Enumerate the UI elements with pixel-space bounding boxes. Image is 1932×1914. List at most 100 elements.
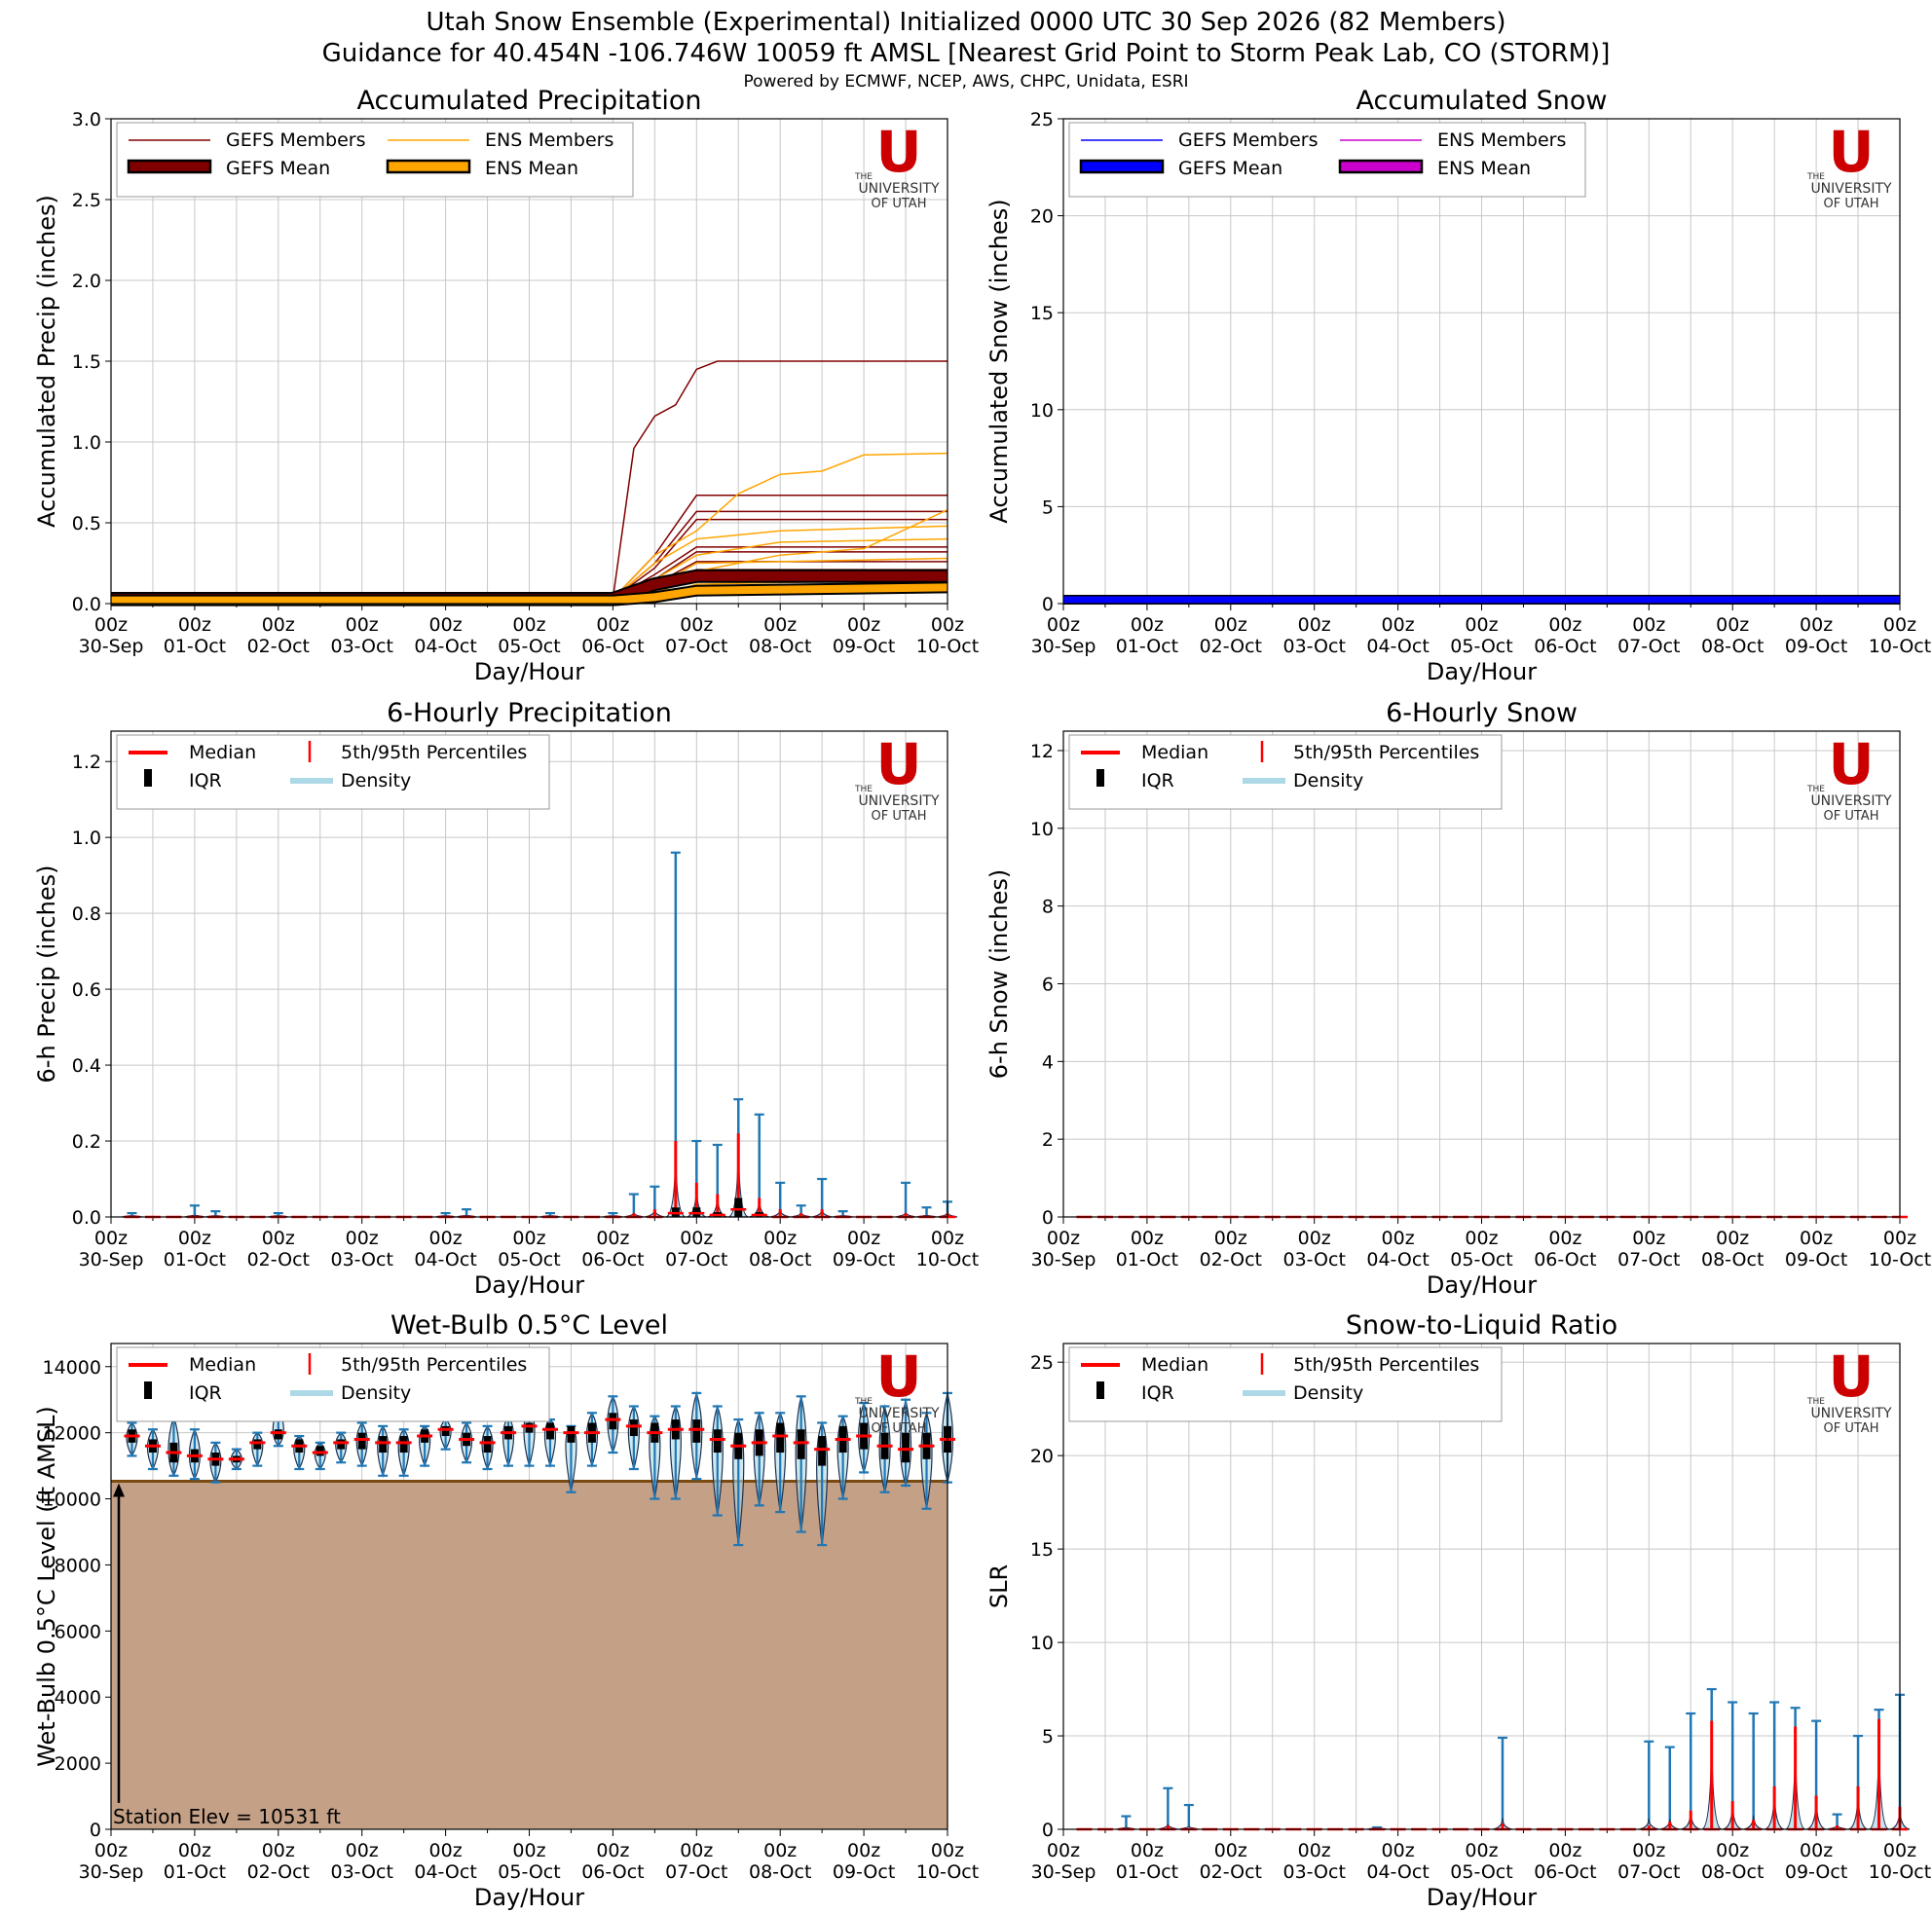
legend-label: 5th/95th Percentiles [341,742,527,763]
x-tick-label-date: 02-Oct [247,636,310,657]
y-tick-label: 5 [1042,1726,1054,1748]
x-tick-label-date: 06-Oct [1534,1861,1596,1883]
y-tick-label: 1.5 [72,351,101,373]
x-tick-label-date: 09-Oct [1785,1249,1847,1270]
y-tick-label: 0.0 [72,1207,101,1229]
x-tick-label-hour: 00z [512,1228,545,1249]
violin-iqr-box [545,1422,554,1440]
x-tick-label-hour: 00z [847,1228,880,1249]
x-tick-label-date: 08-Oct [749,636,811,657]
legend-box [1068,1346,1503,1422]
x-tick-label-date: 04-Oct [1366,1249,1429,1270]
x-tick-label-hour: 00z [1632,1228,1665,1249]
legend-label: 5th/95th Percentiles [1293,742,1479,763]
x-tick-label-hour: 00z [1716,1228,1749,1249]
x-tick-label-hour: 00z [346,614,379,636]
x-tick-label-date: 07-Oct [1617,1861,1680,1883]
legend-label: GEFS Mean [226,158,330,179]
y-tick-label: 12 [1030,741,1054,762]
university-of-utah-logo-mark: U [875,731,921,797]
y-tick-label: 2.0 [72,271,101,292]
y-tick-label: 10000 [43,1490,101,1511]
logo-line-university: UNIVERSITY [1810,181,1892,197]
x-tick-label-hour: 00z [1883,1840,1916,1861]
logo-line-of-utah: OF UTAH [872,809,927,824]
x-tick-label-date: 08-Oct [1701,1249,1764,1270]
x-tick-label-date: 01-Oct [1116,1249,1178,1270]
y-tick-label: 8000 [55,1555,101,1576]
logo-line-of-utah: OF UTAH [872,1421,927,1436]
x-tick-label-date: 04-Oct [1366,636,1429,657]
y-tick-label: 8 [1042,897,1054,918]
x-tick-label-date: 02-Oct [1200,636,1262,657]
x-axis-label: Day/Hour [1427,1271,1537,1299]
violin-iqr-box [483,1436,492,1454]
y-tick-label: 0.8 [72,903,101,925]
legend-label: ENS Members [485,129,613,151]
x-tick-label-hour: 00z [1214,1840,1247,1861]
x-tick-label-hour: 00z [680,614,713,636]
legend-box [116,734,550,810]
y-tick-label: 6 [1042,974,1054,995]
university-of-utah-logo-mark: U [1828,119,1874,185]
x-tick-label-date: 05-Oct [498,1861,560,1883]
y-axis-label: Wet-Bulb 0.5°C Level (ft AMSL) [33,1406,60,1767]
y-tick-label: 0.0 [72,594,101,615]
x-tick-label-date: 10-Oct [916,636,979,657]
x-tick-label-hour: 00z [1131,1840,1164,1861]
logo-line-of-utah: OF UTAH [1824,1421,1879,1436]
y-tick-label: 20 [1030,1446,1054,1467]
y-tick-label: 4 [1042,1051,1054,1073]
panel-six-hr-precip: 00z30-Sep00z01-Oct00z02-Oct00z03-Oct00z0… [33,698,979,1299]
x-tick-label-hour: 00z [1548,1228,1581,1249]
y-tick-label: 0 [90,1820,101,1841]
ens-mean-line [111,583,948,605]
x-tick-label-date: 07-Oct [665,636,727,657]
x-tick-label-date: 07-Oct [665,1861,727,1883]
violin-iqr-box [253,1439,262,1450]
y-tick-label: 10 [1030,1633,1054,1654]
x-tick-label-date: 07-Oct [665,1249,727,1270]
legend-label: GEFS Members [1178,129,1318,151]
x-tick-label-hour: 00z [763,614,797,636]
x-tick-label-hour: 00z [931,614,964,636]
violin-iqr-box [357,1432,366,1450]
logo-line-the: THE [1806,785,1825,794]
x-tick-label-hour: 00z [1298,1228,1331,1249]
y-axis-label: 6-h Snow (inches) [985,869,1013,1079]
x-tick-label-date: 01-Oct [1116,636,1178,657]
legend-label: Density [1293,1382,1363,1404]
x-tick-label-hour: 00z [429,1840,463,1861]
x-tick-label-hour: 00z [1800,1228,1833,1249]
legend-swatch-gefs-mean [1079,159,1165,174]
x-tick-label-date: 06-Oct [1534,636,1596,657]
violin-iqr-box [734,1197,743,1217]
y-tick-label: 25 [1030,109,1054,130]
x-tick-label-date: 02-Oct [1200,1861,1262,1883]
legend-label: Density [1293,770,1363,791]
legend-label: Density [341,1382,411,1404]
y-tick-label: 10 [1030,819,1054,840]
legend-label: GEFS Mean [1178,158,1282,179]
y-tick-label: 15 [1030,303,1054,324]
x-tick-label-date: 08-Oct [1701,636,1764,657]
panels: 00z30-Sep00z01-Oct00z02-Oct00z03-Oct00z0… [33,86,1931,1911]
x-tick-label-hour: 00z [429,1228,463,1249]
y-tick-label: 5 [1042,497,1054,518]
x-axis-label: Day/Hour [474,658,584,685]
x-tick-label-hour: 00z [1298,614,1331,636]
x-tick-label-date: 04-Oct [414,1861,476,1883]
logo-line-university: UNIVERSITY [858,181,940,197]
x-tick-label-hour: 00z [1632,1840,1665,1861]
x-tick-label-hour: 00z [931,1840,964,1861]
x-tick-label-hour: 00z [931,1228,964,1249]
x-tick-label-date: 09-Oct [833,1861,895,1883]
station-arrow-head [113,1483,125,1497]
gefs-member-line [111,360,947,600]
x-tick-label-date: 03-Oct [1282,636,1345,657]
x-tick-label-date: 04-Oct [1366,1861,1429,1883]
x-tick-label-date: 02-Oct [247,1861,310,1883]
x-tick-label-date: 02-Oct [1200,1249,1262,1270]
x-axis-label: Day/Hour [1427,1884,1537,1910]
y-axis-label: Accumulated Snow (inches) [985,199,1013,523]
